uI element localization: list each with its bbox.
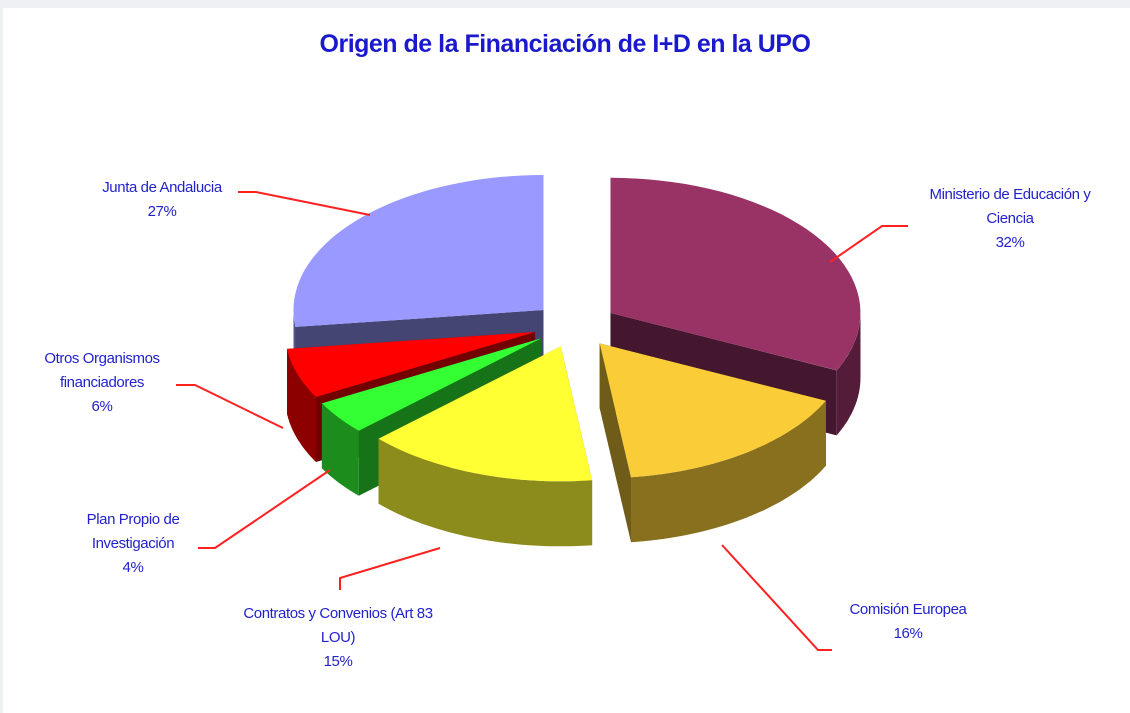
frame <box>0 0 1130 8</box>
slice-label: Junta de Andalucia 27% <box>62 176 262 224</box>
slice-wall <box>836 312 861 436</box>
category-label: Plan Propio de Investigación <box>86 511 180 552</box>
category-label: Junta de Andalucia <box>102 179 222 196</box>
slice-top <box>378 346 593 482</box>
slice-wall <box>631 400 826 543</box>
value-label: 15% <box>323 653 353 670</box>
slice-wall <box>287 348 316 462</box>
leader-line <box>721 544 832 651</box>
category-label: Comisión Europea <box>849 601 967 618</box>
value-label: 32% <box>995 234 1025 251</box>
frame <box>0 0 3 713</box>
value-label: 4% <box>122 559 144 576</box>
slice-top <box>610 177 861 371</box>
slice-label: Contratos y Convenios (Art 83 LOU) 15% <box>233 602 443 674</box>
leader-line <box>339 547 441 590</box>
category-label: Otros Organismos financiadores <box>44 350 160 391</box>
category-label: Contratos y Convenios (Art 83 LOU) <box>243 605 433 646</box>
pie-slice <box>599 343 826 543</box>
value-label: 16% <box>893 625 923 642</box>
slice-label: Comisión Europea 16% <box>808 598 1008 646</box>
leader-line <box>829 225 908 263</box>
slice-top <box>287 332 536 397</box>
slice-wall <box>321 403 359 496</box>
leader-line <box>198 469 331 549</box>
leader-line <box>176 384 284 429</box>
slice-top <box>293 175 544 327</box>
slice-label: Otros Organismos financiadores 6% <box>22 347 182 419</box>
leader-line <box>238 191 371 216</box>
chart-title: Origen de la Financiación de I+D en la U… <box>319 30 811 58</box>
value-label: 27% <box>147 203 177 220</box>
slice-wall <box>378 438 593 547</box>
category-label: Ministerio de Educación y Ciencia <box>929 186 1091 227</box>
slice-side <box>321 338 542 469</box>
slice-top <box>599 343 826 478</box>
slice-label: Plan Propio de Investigación 4% <box>58 508 208 580</box>
pie-slice <box>378 346 593 547</box>
slice-label: Ministerio de Educación y Ciencia 32% <box>905 183 1115 255</box>
slice-top <box>321 338 542 431</box>
value-label: 6% <box>91 398 113 415</box>
slice-side <box>599 343 632 543</box>
